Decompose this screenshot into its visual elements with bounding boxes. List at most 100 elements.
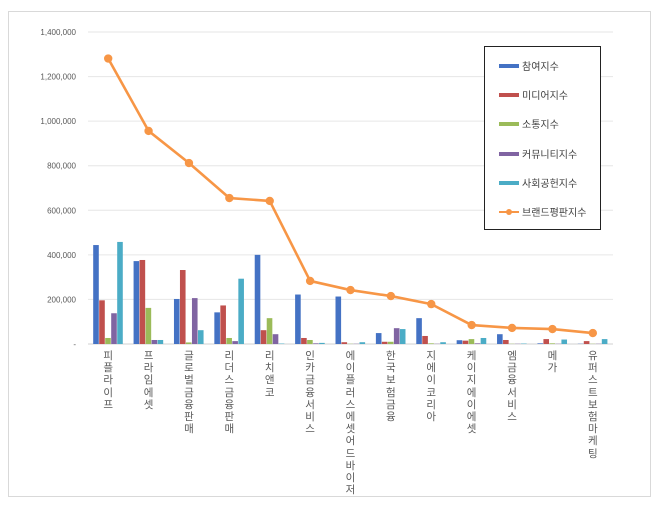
bar	[399, 329, 406, 344]
line-marker	[588, 328, 598, 338]
legend-item-participation: 참여지수	[499, 58, 559, 73]
bar	[497, 334, 503, 344]
bar	[301, 337, 307, 344]
bar	[238, 278, 244, 344]
y-tick-label: 1,000,000	[40, 117, 76, 126]
bar	[133, 261, 140, 344]
x-tick-label: 리치앤코	[264, 350, 275, 399]
bar	[387, 341, 394, 344]
legend-label: 소통지수	[522, 120, 559, 131]
bar	[254, 254, 261, 344]
bar	[105, 337, 111, 344]
bar	[480, 337, 487, 344]
bar	[139, 259, 146, 344]
bar	[295, 294, 301, 344]
bar	[145, 307, 152, 344]
x-tick-label: 메가	[547, 350, 558, 375]
y-tick-label: 1,400,000	[40, 28, 76, 37]
bar	[307, 339, 313, 344]
legend-line-marker-icon	[499, 208, 519, 215]
legend-item-social-contribution: 사회공헌지수	[499, 175, 577, 190]
line-marker	[386, 291, 396, 301]
x-tick-label: 에이플러스에셋어드바이저	[345, 350, 356, 497]
bar	[111, 313, 117, 344]
bar	[173, 298, 180, 344]
line-marker	[427, 299, 436, 309]
y-tick-label: 1,200,000	[40, 73, 76, 82]
legend-label: 미디어지수	[522, 91, 568, 102]
bar	[214, 312, 220, 344]
bar	[151, 339, 158, 344]
bar	[549, 343, 556, 344]
x-tick-label: 한국보험금융	[386, 350, 396, 424]
bar	[359, 342, 366, 344]
line-marker	[225, 193, 234, 203]
legend-label: 커뮤니티지수	[522, 150, 578, 161]
x-tick-label: 지에이코리아	[426, 350, 437, 424]
bar	[220, 305, 226, 344]
bar	[393, 328, 400, 344]
bar	[416, 318, 422, 344]
x-tick-label: 프라임에셋	[143, 350, 154, 411]
y-tick-label: 800,000	[47, 162, 76, 171]
legend-label: 사회공헌지수	[522, 179, 578, 190]
bar	[335, 296, 342, 344]
bar	[266, 318, 273, 344]
chart-legend: 참여지수 미디어지수 소통지수 커뮤니티지수 사회공헌지수 브랜드평판지수	[484, 46, 601, 230]
legend-item-media: 미디어지수	[499, 87, 568, 102]
legend-swatch-icon	[499, 92, 519, 97]
legend-label: 참여지수	[522, 62, 559, 73]
bar	[117, 241, 123, 344]
bar	[381, 341, 388, 344]
y-tick-label: 200,000	[47, 295, 76, 304]
legend-swatch-icon	[499, 63, 519, 68]
bar	[440, 342, 446, 344]
x-tick-label: 글로벌금융판매	[184, 350, 194, 436]
line-marker	[265, 196, 274, 206]
x-tick-label: 유퍼스트보험마케팅	[587, 350, 598, 460]
x-tick-label: 피플라이프	[103, 350, 114, 411]
legend-item-communication: 소통지수	[499, 116, 559, 131]
legend-swatch-icon	[499, 180, 519, 185]
line-marker	[144, 126, 153, 136]
y-tick-label: 600,000	[47, 206, 76, 215]
x-tick-label: 인카금융서비스	[305, 350, 315, 436]
legend-item-brand-reputation: 브랜드평판지수	[499, 204, 586, 219]
bar	[543, 339, 550, 344]
bar	[313, 343, 319, 344]
bar	[375, 333, 382, 344]
bar	[232, 341, 238, 344]
y-tick-label: 400,000	[47, 251, 76, 260]
line-marker	[184, 158, 194, 168]
bar	[226, 337, 232, 344]
bar	[561, 339, 568, 344]
bar	[185, 342, 192, 344]
line-marker	[346, 285, 355, 295]
bar	[260, 330, 267, 344]
bar	[503, 339, 509, 344]
bar	[93, 245, 99, 344]
bar	[456, 340, 463, 344]
bar	[272, 334, 279, 344]
bar	[319, 342, 325, 344]
bar	[197, 330, 204, 344]
bar	[468, 339, 475, 344]
bar	[191, 298, 198, 344]
x-tick-label: 케이지에이에셋	[466, 350, 477, 436]
legend-item-community: 커뮤니티지수	[499, 146, 577, 161]
bar	[99, 300, 105, 344]
line-marker	[467, 320, 476, 330]
bar	[474, 343, 481, 344]
legend-label: 브랜드평판지수	[522, 208, 587, 219]
bar	[341, 342, 348, 344]
bar	[422, 335, 428, 344]
bar	[601, 339, 608, 344]
x-tick-label: 엠금융서비스	[507, 350, 517, 424]
bar	[537, 343, 544, 344]
bar	[428, 343, 434, 344]
line-marker	[507, 323, 517, 333]
bar	[462, 340, 469, 344]
bar	[179, 270, 186, 344]
legend-swatch-icon	[499, 151, 519, 156]
